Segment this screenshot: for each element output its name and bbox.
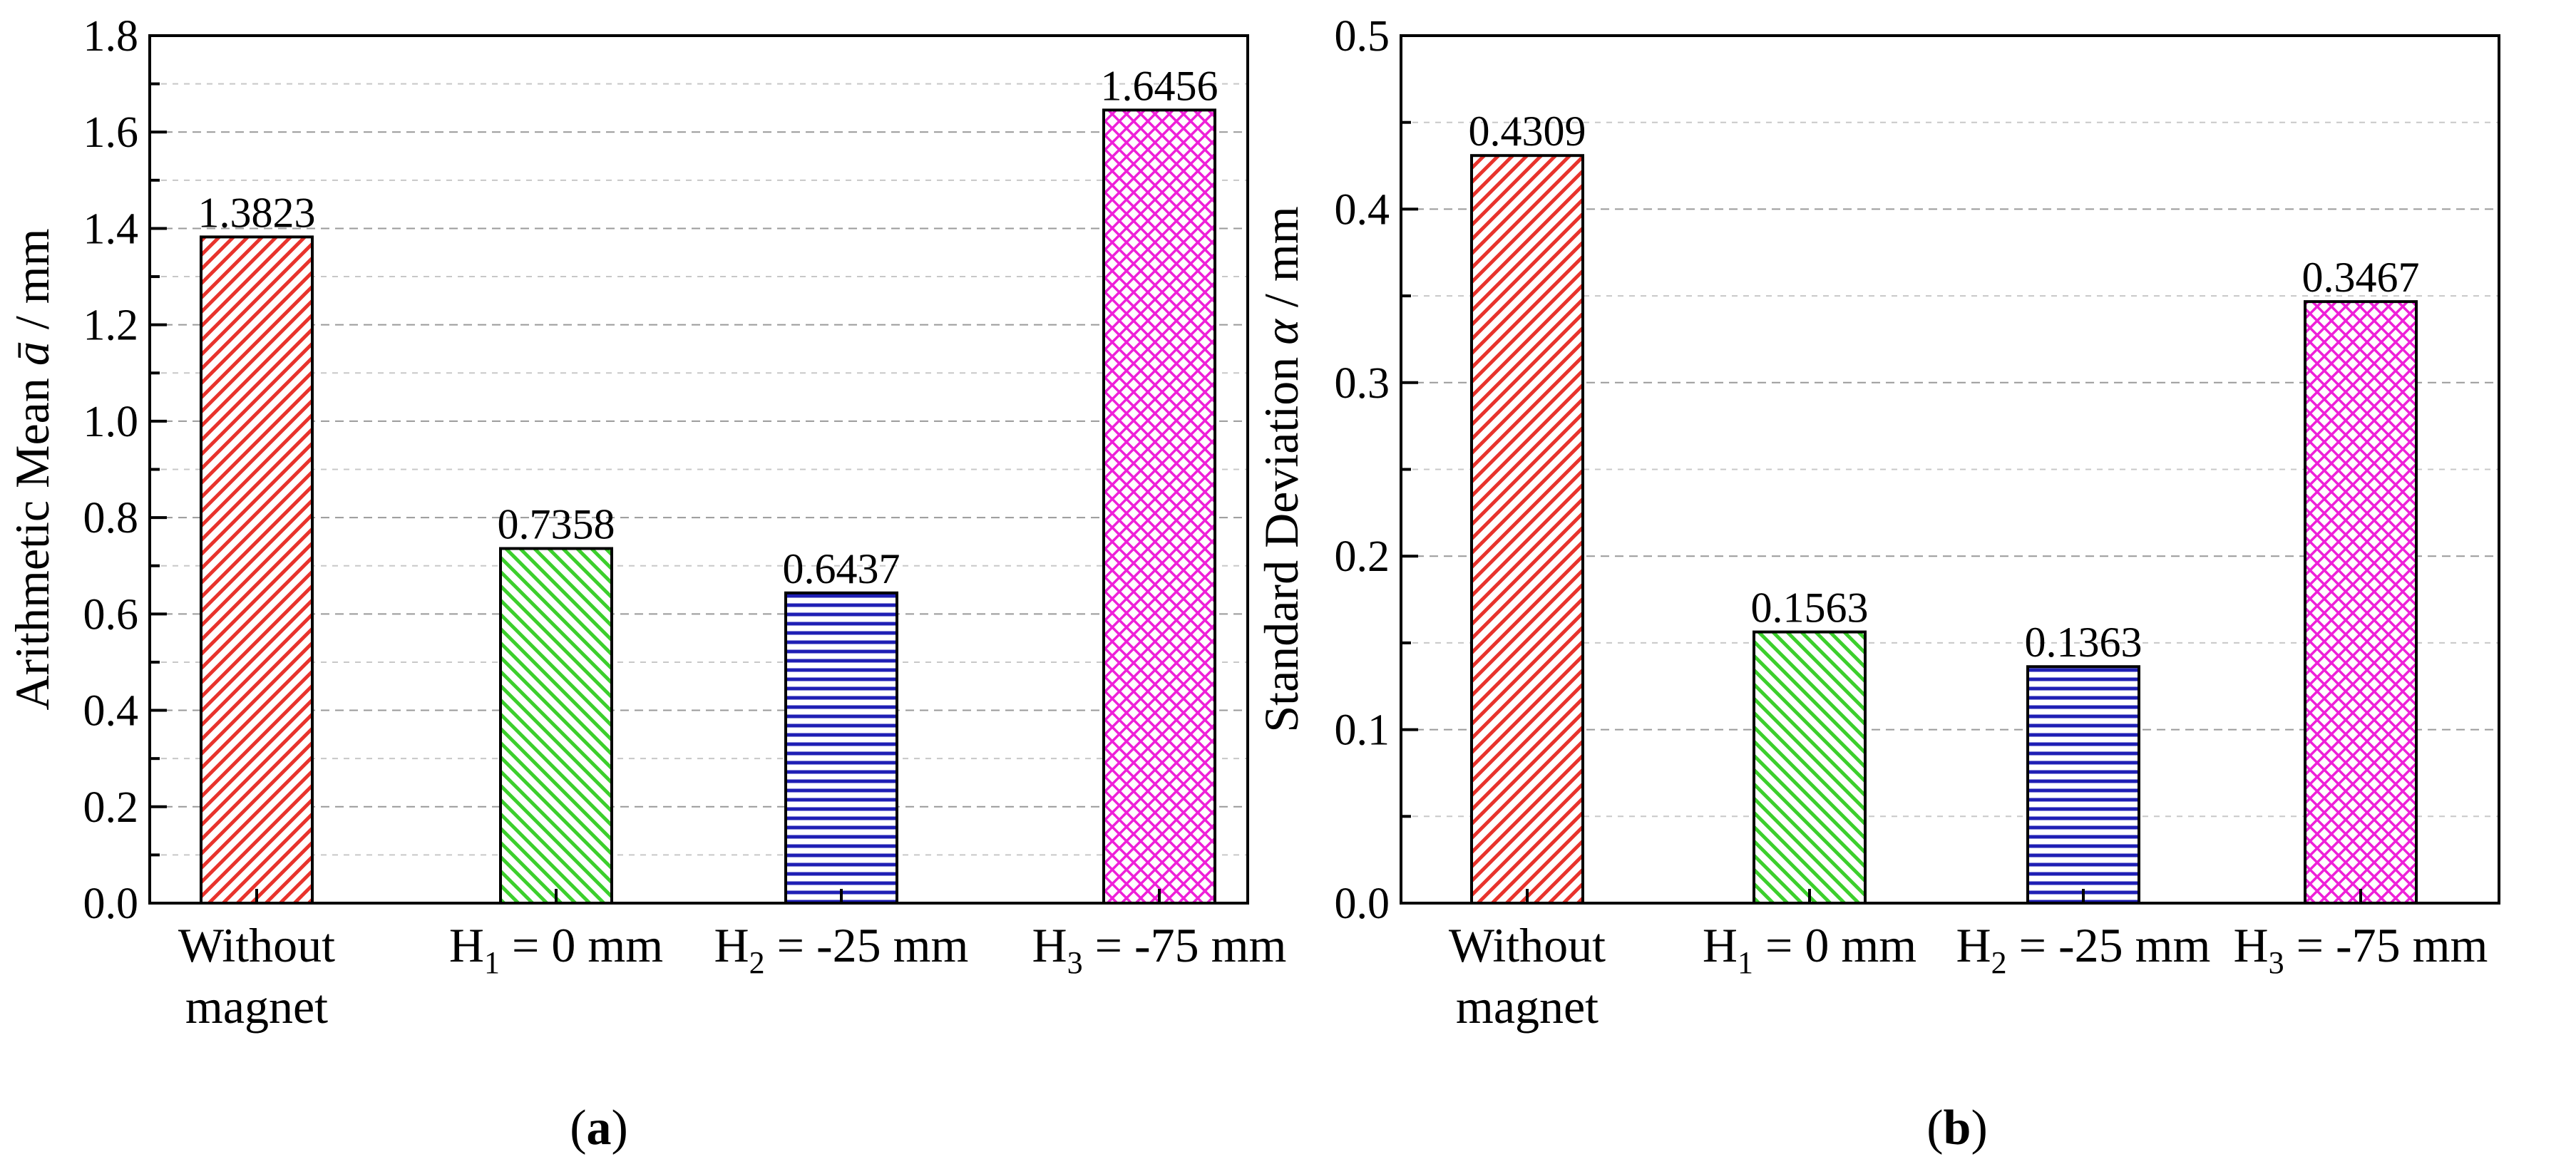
x-tick-label: Without — [1449, 918, 1606, 972]
x-tick-label: Without — [178, 918, 335, 972]
y-tick-label: 0.3 — [1335, 359, 1390, 408]
bar — [2026, 665, 2140, 905]
y-tick-label: 0.0 — [1335, 880, 1390, 928]
panel-label: (a) — [570, 1101, 628, 1155]
x-tick-label: H1 = 0 mm — [1703, 918, 1916, 980]
x-tick-label: H1 = 0 mm — [449, 918, 663, 980]
x-tick-label-line2: magnet — [1456, 979, 1599, 1034]
y-tick-label: 1.4 — [83, 205, 139, 253]
x-tick-label: H2 = -25 mm — [1956, 918, 2211, 980]
y-axis-title: Arithmetic Mean ā / mm — [5, 228, 59, 710]
data-label: 0.4309 — [1469, 108, 1586, 155]
bar — [1102, 108, 1216, 905]
data-label: 0.1563 — [1751, 584, 1869, 632]
panel-label: (b) — [1926, 1101, 1988, 1155]
x-tick-label: H2 = -25 mm — [714, 918, 969, 980]
y-tick-label: 0.1 — [1335, 706, 1390, 755]
y-tick-label: 1.6 — [83, 108, 139, 157]
bar — [200, 235, 314, 905]
x-tick-label: H3 = -75 mm — [2234, 918, 2488, 980]
y-tick-label: 0.4 — [1335, 185, 1390, 234]
y-tick-label: 1.2 — [83, 302, 139, 350]
y-tick-label: 1.8 — [83, 12, 139, 61]
data-label: 0.1363 — [2025, 619, 2143, 666]
bar — [784, 591, 898, 905]
bar — [1753, 630, 1867, 905]
data-label: 0.7358 — [498, 501, 615, 548]
y-tick-label: 0.8 — [83, 494, 139, 542]
y-tick-label: 0.2 — [1335, 532, 1390, 581]
panel-a-chart: 0.0 0.2 0.4 0.6 0.8 1.0 1.2 1.4 1.6 1.8 1.3823 0.73… — [5, 12, 1286, 1155]
y-tick-label: 0.5 — [1335, 12, 1390, 61]
data-label: 0.3467 — [2302, 254, 2420, 301]
plot-frame — [1400, 34, 2500, 905]
y-tick-label: 0.4 — [83, 687, 139, 736]
y-tick-label: 0.2 — [83, 783, 139, 832]
x-tick-label-line2: magnet — [185, 979, 328, 1034]
panel-b-chart: 0.0 0.1 0.2 0.3 0.4 0.5 0.4309 0.1563 0.1363 0.34… — [1254, 12, 2500, 1155]
plot-frame — [148, 34, 1249, 905]
bar — [2304, 300, 2418, 905]
data-label: 0.6437 — [783, 545, 900, 592]
y-tick-label: 0.0 — [83, 880, 139, 928]
data-label: 1.3823 — [198, 189, 316, 236]
y-tick-label: 0.6 — [83, 590, 139, 639]
bar — [1470, 154, 1584, 905]
x-tick-label: H3 = -75 mm — [1032, 918, 1287, 980]
y-tick-label: 1.0 — [83, 398, 139, 446]
y-axis-title: Standard Deviation α / mm — [1254, 206, 1308, 732]
bar — [499, 547, 613, 905]
data-label: 1.6456 — [1101, 62, 1218, 109]
